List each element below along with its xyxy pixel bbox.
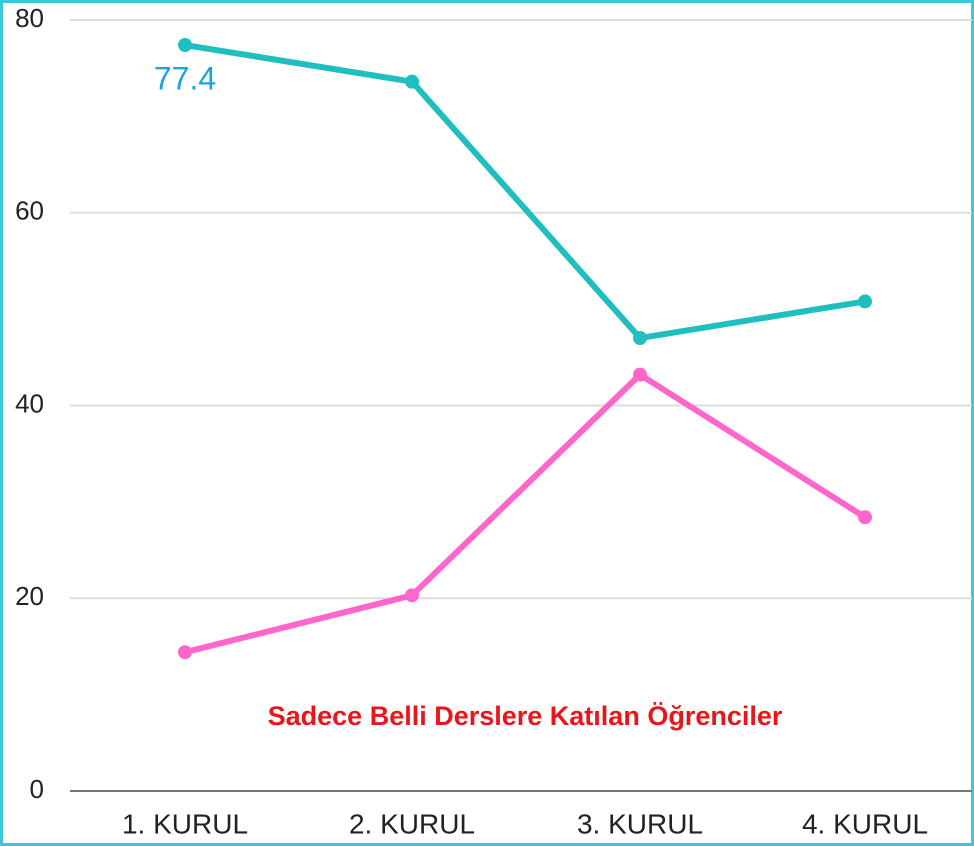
series-line: [184, 42, 866, 342]
y-tick-label: 60: [15, 196, 44, 226]
point: [405, 588, 419, 603]
series-line: [184, 371, 867, 656]
point: [633, 331, 647, 346]
annotation: Sadece Belli Derslere Katılan Öğrenciler: [268, 701, 783, 731]
x-tick-label: 3. KURUL: [577, 808, 703, 839]
point: [858, 510, 872, 525]
point: [405, 74, 419, 89]
y-tick-label: 20: [15, 581, 44, 611]
point: [633, 367, 647, 382]
x-tick-label: 2. KURUL: [349, 808, 475, 839]
data-label: 77.4: [154, 61, 216, 97]
point: [178, 645, 192, 660]
y-tick-label: 0: [30, 774, 44, 804]
y-tick-label: 80: [15, 3, 44, 33]
x-tick-label: 4. KURUL: [802, 808, 928, 839]
point: [858, 294, 872, 309]
point: [178, 38, 192, 53]
y-tick-label: 40: [15, 388, 44, 418]
x-tick-label: 1. KURUL: [122, 808, 248, 839]
